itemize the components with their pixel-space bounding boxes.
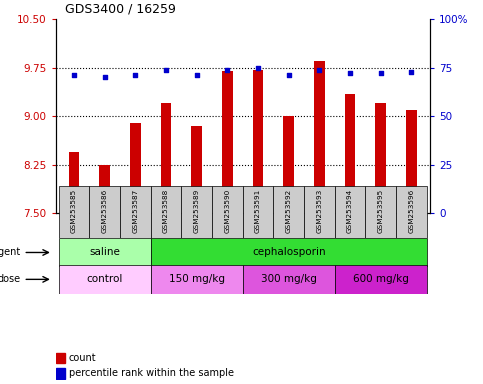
Bar: [406, 110, 417, 213]
Point: [224, 66, 231, 73]
Point: [131, 72, 139, 78]
Text: GSM253589: GSM253589: [194, 189, 199, 233]
Bar: [161, 103, 171, 213]
Bar: [366, 186, 396, 238]
Text: GDS3400 / 16259: GDS3400 / 16259: [65, 2, 176, 15]
Bar: [120, 186, 151, 238]
Bar: [130, 122, 141, 213]
Text: GSM253596: GSM253596: [409, 189, 414, 233]
Text: GSM253585: GSM253585: [71, 189, 77, 233]
Text: saline: saline: [89, 247, 120, 258]
Point: [162, 66, 170, 73]
Bar: [212, 186, 243, 238]
Text: count: count: [69, 353, 96, 363]
Bar: [151, 186, 181, 238]
Text: dose: dose: [0, 274, 21, 285]
Point: [254, 65, 262, 71]
Text: control: control: [86, 274, 123, 285]
Point: [70, 72, 78, 78]
Text: GSM253594: GSM253594: [347, 189, 353, 233]
Text: percentile rank within the sample: percentile rank within the sample: [69, 368, 234, 378]
Bar: [89, 186, 120, 238]
Bar: [243, 265, 335, 294]
Bar: [304, 186, 335, 238]
Bar: [99, 165, 110, 213]
Text: GSM253590: GSM253590: [225, 189, 230, 233]
Point: [315, 66, 323, 73]
Bar: [314, 61, 325, 213]
Point: [285, 72, 293, 78]
Point: [377, 70, 384, 76]
Text: GSM253593: GSM253593: [316, 189, 323, 233]
Text: 300 mg/kg: 300 mg/kg: [261, 274, 317, 285]
Text: agent: agent: [0, 247, 21, 258]
Bar: [58, 265, 151, 294]
Bar: [56, 353, 65, 363]
Bar: [335, 186, 366, 238]
Bar: [375, 103, 386, 213]
Text: cephalosporin: cephalosporin: [252, 247, 326, 258]
Bar: [273, 186, 304, 238]
Text: GSM253591: GSM253591: [255, 189, 261, 233]
Point: [101, 74, 109, 81]
Bar: [396, 186, 427, 238]
Text: GSM253595: GSM253595: [378, 189, 384, 233]
Bar: [345, 94, 355, 213]
Bar: [222, 71, 233, 213]
Bar: [191, 126, 202, 213]
Point: [346, 70, 354, 76]
Bar: [58, 186, 89, 238]
Bar: [151, 238, 427, 267]
Text: GSM253587: GSM253587: [132, 189, 138, 233]
Text: 150 mg/kg: 150 mg/kg: [169, 274, 225, 285]
Bar: [56, 368, 65, 379]
Text: GSM253592: GSM253592: [286, 189, 292, 233]
Bar: [69, 152, 79, 213]
Text: 600 mg/kg: 600 mg/kg: [353, 274, 409, 285]
Bar: [181, 186, 212, 238]
Bar: [284, 116, 294, 213]
Point: [193, 72, 200, 78]
Text: GSM253586: GSM253586: [101, 189, 108, 233]
Bar: [151, 265, 243, 294]
Text: GSM253588: GSM253588: [163, 189, 169, 233]
Bar: [253, 70, 263, 213]
Point: [408, 68, 415, 74]
Bar: [58, 238, 151, 267]
Bar: [335, 265, 427, 294]
Bar: [243, 186, 273, 238]
